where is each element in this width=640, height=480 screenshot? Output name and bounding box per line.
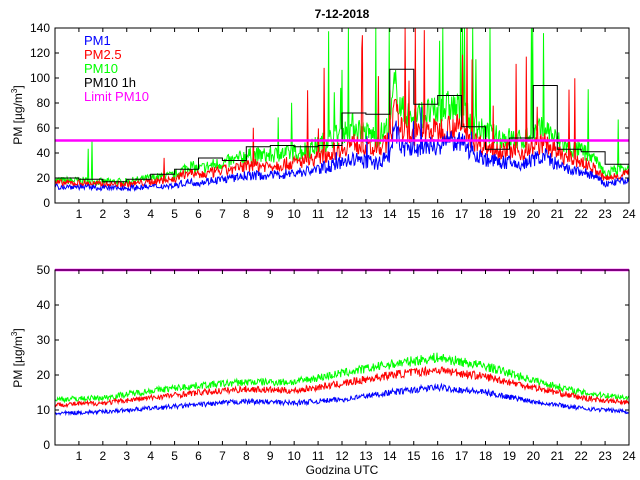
bottom-x-tick-label: 20: [527, 449, 541, 463]
top-y-axis-label: PM [µg/m3]: [10, 85, 25, 144]
top-y-tick-label: 20: [37, 171, 51, 185]
top-x-tick-label: 21: [551, 207, 565, 221]
bottom-x-tick-label: 24: [622, 449, 636, 463]
legend-limit-pm10: Limit PM10: [84, 89, 149, 104]
top-x-tick-label: 7: [219, 207, 226, 221]
top-x-tick-label: 18: [479, 207, 493, 221]
top-series-pm1: [54, 107, 630, 192]
top-y-tick-label: 120: [30, 46, 50, 60]
bottom-x-tick-label: 2: [99, 449, 106, 463]
bottom-x-tick-label: 21: [551, 449, 565, 463]
top-series-group: [54, 27, 630, 192]
top-y-tick-label: 140: [30, 21, 50, 35]
top-x-tick-label: 23: [598, 207, 612, 221]
top-plot: 1 2 3 4 5 6 7 8 9 10 11 12 13 14 15 16 17 18 19 20 21 22 23 240…: [10, 7, 636, 221]
bottom-x-tick-label: 12: [335, 449, 349, 463]
bottom-plot-frame: [54, 269, 630, 446]
bottom-y-tick-label: 40: [37, 298, 51, 312]
bottom-y-axis-label-sup: 3: [10, 331, 19, 336]
bottom-y-tick-label: 10: [37, 403, 51, 417]
bottom-x-tick-label: 15: [407, 449, 421, 463]
bottom-series-pm2-5: [54, 365, 630, 409]
bottom-x-tick-label: 6: [195, 449, 202, 463]
top-x-tick-label: 5: [171, 207, 178, 221]
top-x-tick-label: 8: [243, 207, 250, 221]
bottom-x-tick-label: 9: [267, 449, 274, 463]
bottom-ticks-group: 1 2 3 4 5 6 7 8 9 10 11 12 13 14 15 16 17 18 19 20 21 22 23 240…: [37, 263, 636, 463]
legend-pm10-1h: PM10 1h: [84, 75, 136, 90]
top-x-tick-label: 12: [335, 207, 349, 221]
bottom-x-tick-label: 13: [359, 449, 373, 463]
top-y-tick-label: 0: [43, 196, 50, 210]
top-y-tick-label: 80: [37, 96, 51, 110]
top-x-tick-label: 1: [76, 207, 83, 221]
bottom-y-tick-label: 30: [37, 333, 51, 347]
legend: PM1 PM2.5 PM10 PM10 1h Limit PM10: [70, 33, 149, 107]
bottom-y-tick-label: 20: [37, 368, 51, 382]
x-axis-label: Godzina UTC: [306, 463, 379, 477]
top-x-tick-label: 6: [195, 207, 202, 221]
bottom-x-tick-label: 23: [598, 449, 612, 463]
top-x-tick-label: 2: [99, 207, 106, 221]
bottom-x-tick-label: 10: [287, 449, 301, 463]
top-plot-frame: [54, 27, 630, 204]
bottom-plot-area: [55, 270, 629, 445]
top-x-tick-label: 17: [455, 207, 469, 221]
bottom-x-tick-label: 17: [455, 449, 469, 463]
bottom-series-pm10: [54, 352, 630, 404]
bottom-x-tick-label: 16: [431, 449, 445, 463]
bottom-series-pm1: [55, 382, 630, 417]
top-x-tick-label: 20: [527, 207, 541, 221]
bottom-x-tick-label: 14: [383, 449, 397, 463]
top-x-tick-label: 24: [622, 207, 636, 221]
top-y-axis-label-close: ]: [11, 85, 25, 88]
top-ticks-group: 1 2 3 4 5 6 7 8 9 10 11 12 13 14 15 16 17 18 19 20 21 22 23 240…: [30, 21, 636, 221]
bottom-y-tick-label: 0: [43, 438, 50, 452]
top-x-tick-label: 4: [147, 207, 154, 221]
top-series-pm10-1h: [55, 68, 629, 183]
legend-background: [70, 33, 148, 107]
bottom-plot: 1 2 3 4 5 6 7 8 9 10 11 12 13 14 15 16 17 18 19 20 21 22 23 240…: [10, 263, 636, 477]
top-x-tick-label: 3: [123, 207, 130, 221]
bottom-x-tick-label: 5: [171, 449, 178, 463]
bottom-x-tick-label: 1: [76, 449, 83, 463]
bottom-x-tick-label: 18: [479, 449, 493, 463]
bottom-y-axis-label-close: ]: [11, 328, 25, 331]
legend-pm1: PM1: [84, 33, 111, 48]
top-y-axis-label-main: PM [µg/m: [11, 93, 25, 145]
top-y-tick-label: 60: [37, 121, 51, 135]
chart-title: 7-12-2018: [315, 7, 370, 21]
bottom-x-tick-label: 7: [219, 449, 226, 463]
top-x-tick-label: 10: [287, 207, 301, 221]
top-x-tick-label: 14: [383, 207, 397, 221]
bottom-x-tick-label: 3: [123, 449, 130, 463]
bottom-x-tick-label: 22: [574, 449, 588, 463]
top-x-tick-label: 22: [574, 207, 588, 221]
bottom-y-axis-label: PM [µg/m3]: [10, 328, 25, 387]
bottom-x-tick-label: 19: [503, 449, 517, 463]
top-x-tick-label: 16: [431, 207, 445, 221]
bottom-x-tick-label: 8: [243, 449, 250, 463]
top-x-tick-label: 19: [503, 207, 517, 221]
bottom-y-axis-label-main: PM [µg/m: [11, 336, 25, 388]
top-y-tick-label: 100: [30, 71, 50, 85]
top-x-tick-label: 11: [312, 207, 325, 221]
bottom-x-tick-label: 4: [147, 449, 154, 463]
legend-pm10: PM10: [84, 61, 118, 76]
top-x-tick-label: 9: [267, 207, 274, 221]
bottom-x-tick-label: 11: [312, 449, 325, 463]
bottom-y-tick-label: 50: [37, 263, 51, 277]
top-y-axis-label-sup: 3: [10, 88, 19, 93]
top-y-tick-label: 40: [37, 146, 51, 160]
legend-pm25: PM2.5: [84, 47, 122, 62]
top-x-tick-label: 15: [407, 207, 421, 221]
top-x-tick-label: 13: [359, 207, 373, 221]
